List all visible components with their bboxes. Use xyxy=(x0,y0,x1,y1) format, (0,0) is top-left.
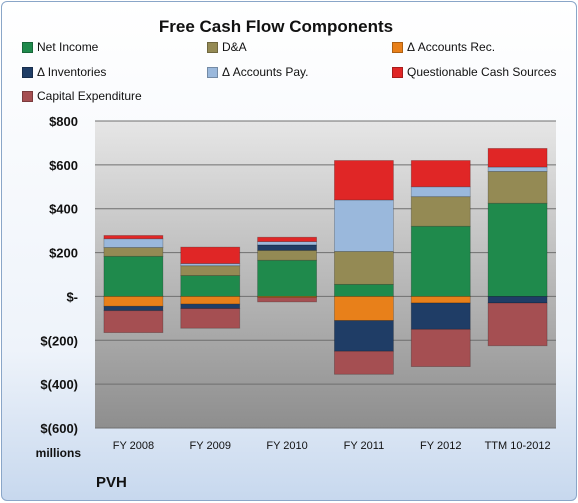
legend-item: D&A xyxy=(207,40,247,54)
x-tick-label: FY 2010 xyxy=(266,440,307,452)
legend-swatch xyxy=(392,41,403,53)
legend-item: Capital Expenditure xyxy=(22,89,142,103)
legend-label: Capital Expenditure xyxy=(37,89,142,103)
bar-segment xyxy=(487,202,548,297)
legend-swatch xyxy=(207,41,218,53)
bar-segment xyxy=(487,296,548,304)
x-tick-label: FY 2008 xyxy=(113,440,154,452)
bar-segment xyxy=(103,238,164,248)
legend-item: Net Income xyxy=(22,40,98,54)
y-tick-label: $- xyxy=(66,289,78,304)
bar-segment xyxy=(103,310,164,334)
bar-segment xyxy=(103,235,164,240)
unit-label: millions xyxy=(36,446,82,460)
bar-segment xyxy=(257,297,317,303)
bar-segment xyxy=(257,259,317,297)
bar-segment xyxy=(334,160,394,201)
bar-segment xyxy=(180,246,241,264)
bar-segment xyxy=(334,251,394,285)
bars xyxy=(103,148,548,375)
legend-swatch xyxy=(207,66,218,78)
bar-segment xyxy=(334,199,394,252)
y-tick-label: $200 xyxy=(49,246,78,261)
bar-segment xyxy=(257,249,317,261)
y-tick-label: $600 xyxy=(49,158,78,173)
bar-segment xyxy=(103,305,164,312)
chart-title: Free Cash Flow Components xyxy=(158,17,394,36)
gridlines xyxy=(95,120,556,429)
legend-swatch xyxy=(392,66,403,78)
x-tick-label: FY 2011 xyxy=(344,440,385,452)
bar-segment xyxy=(180,296,241,305)
bar-segment xyxy=(257,244,317,251)
y-tick-label: $800 xyxy=(49,114,78,129)
bar-segment xyxy=(180,308,241,329)
bar-segment xyxy=(410,328,471,368)
legend-item: Questionable Cash Sources xyxy=(392,65,556,79)
bar-segment xyxy=(487,166,548,172)
legend-swatch xyxy=(22,90,33,102)
y-tick-label: $(400) xyxy=(40,377,78,392)
bar-segment xyxy=(334,350,394,375)
bar-segment xyxy=(410,186,471,198)
legend-label: Δ Accounts Rec. xyxy=(407,40,496,54)
bar-segment xyxy=(487,148,548,168)
plot-area xyxy=(95,121,556,428)
bar-segment xyxy=(334,296,394,321)
legend-label: Questionable Cash Sources xyxy=(407,65,557,79)
bar-segment xyxy=(334,320,394,352)
y-tick-label: $(600) xyxy=(40,421,78,436)
x-tick-label: FY 2009 xyxy=(190,440,231,452)
legend-swatch xyxy=(22,41,33,53)
bar-segment xyxy=(103,247,164,257)
x-tick-label: TTM 10-2012 xyxy=(485,440,551,452)
bar-segment xyxy=(180,275,241,297)
y-axis: $(600) $(400) $(200) $- $200 $400 $600 $800 xyxy=(40,114,78,436)
y-tick-label: $(200) xyxy=(40,333,78,348)
bar-segment xyxy=(257,241,317,246)
bar-segment xyxy=(103,296,164,307)
y-tick-label: $400 xyxy=(49,202,78,217)
bar-segment xyxy=(410,296,471,304)
company-label: PVH xyxy=(96,474,127,491)
bar-segment xyxy=(487,302,548,347)
bar-segment xyxy=(487,171,548,204)
bar-segment xyxy=(180,265,241,276)
legend-item: Δ Inventories xyxy=(22,65,106,79)
legend-swatch xyxy=(22,66,33,78)
bar-segment xyxy=(410,160,471,188)
bar-segment xyxy=(410,225,471,297)
bar-segment xyxy=(410,196,471,227)
legend-label: Δ Inventories xyxy=(37,65,107,79)
bar-segment xyxy=(257,236,317,243)
legend-label: D&A xyxy=(222,40,247,54)
legend-label: Δ Accounts Pay. xyxy=(222,65,309,79)
bar-segment xyxy=(334,283,394,297)
x-tick-label: FY 2012 xyxy=(420,440,461,452)
x-axis: FY 2008 FY 2009 FY 2010 FY 2011 FY 2012 TTM 1… xyxy=(113,440,551,452)
legend-item: Δ Accounts Rec. xyxy=(392,40,495,54)
legend-label: Net Income xyxy=(37,40,99,54)
legend-item: Δ Accounts Pay. xyxy=(207,65,309,79)
bar-segment xyxy=(103,255,164,297)
bar-segment xyxy=(410,302,471,330)
bar-segment xyxy=(180,303,241,309)
